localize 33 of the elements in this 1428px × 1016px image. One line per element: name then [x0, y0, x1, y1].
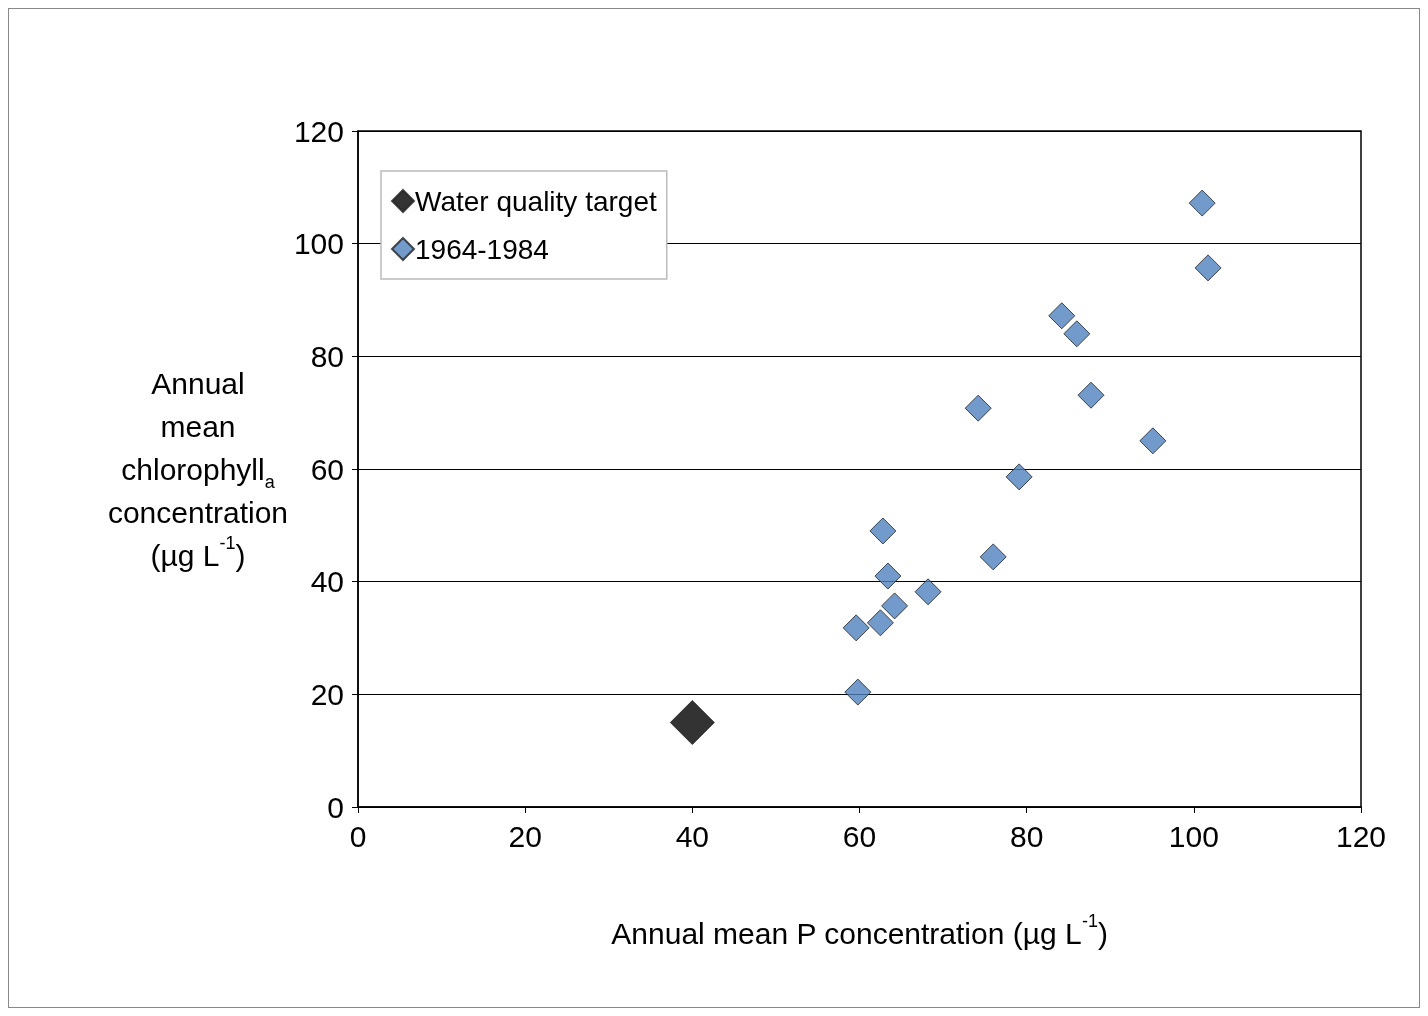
point — [964, 394, 992, 422]
y-tick-label: 120 — [293, 114, 344, 148]
point — [1063, 320, 1091, 348]
x-tick-label: 20 — [508, 819, 542, 853]
point — [1188, 189, 1216, 217]
y-tick-label: 60 — [310, 452, 344, 486]
point — [979, 543, 1007, 571]
legend-label: Water quality target — [415, 185, 657, 217]
point — [1048, 302, 1076, 330]
x-tick-label: 40 — [675, 819, 710, 853]
point — [1077, 381, 1105, 409]
x-tick-label: 100 — [1168, 819, 1219, 853]
y-tick-label: 0 — [327, 790, 344, 824]
y-tick-label: 100 — [293, 227, 344, 261]
point — [866, 609, 894, 637]
legend-label: 1964-1984 — [415, 233, 549, 265]
point — [869, 517, 897, 545]
point — [914, 578, 942, 606]
point — [844, 678, 872, 706]
x-tick-label: 0 — [349, 819, 367, 853]
x-tick-label: 60 — [842, 819, 877, 853]
point — [1005, 463, 1033, 491]
point — [1194, 254, 1222, 282]
y-tick-label: 20 — [310, 677, 344, 711]
x-tick-label: 120 — [1335, 819, 1387, 853]
x-tick-label: 80 — [1009, 819, 1044, 853]
y-tick-label: 80 — [310, 339, 344, 373]
point — [881, 592, 909, 620]
point — [669, 700, 715, 745]
y-tick-label: 40 — [310, 565, 344, 599]
point — [1139, 427, 1167, 455]
point — [842, 614, 870, 642]
point — [874, 562, 902, 590]
